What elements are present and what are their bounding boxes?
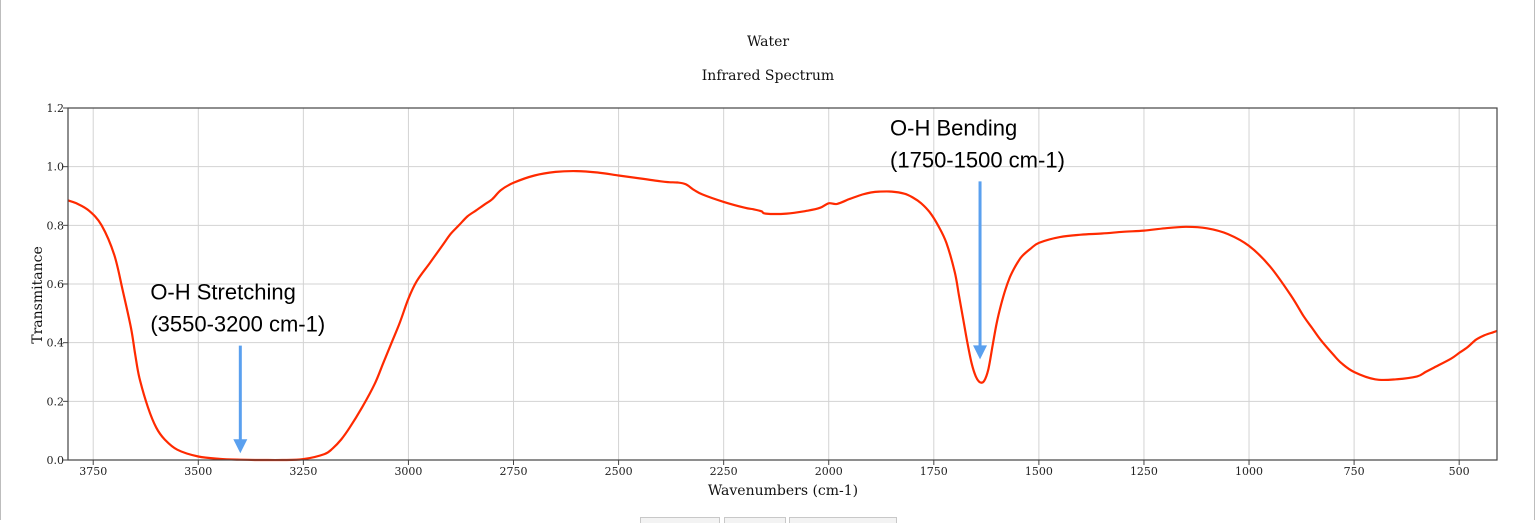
x-tick-label: 2000: [815, 465, 843, 478]
y-tick-label: 0.0: [47, 454, 65, 467]
x-tick-label: 3000: [394, 465, 422, 478]
annotation-text: (3550-3200 cm-1): [150, 312, 325, 337]
annotation-arrow-head: [233, 439, 248, 454]
annotation-text: O-H Stretching: [150, 280, 296, 305]
annotation-text: O-H Bending: [890, 115, 1017, 140]
plot-border: [67, 107, 1498, 461]
x-tick-label: 750: [1344, 465, 1365, 478]
tab-stub-2[interactable]: [724, 517, 786, 523]
series-layer: [67, 169, 1498, 462]
x-axis-ticks: 3750 3500 3250 3000 2750 2500 2250 2000 1750 1500…: [79, 460, 1470, 478]
x-tick-label: 3250: [289, 465, 317, 478]
y-axis-label: Transmitance: [30, 246, 46, 343]
y-tick-label: 0.6: [47, 278, 65, 291]
annotation-text: (1750-1500 cm-1): [890, 147, 1065, 172]
y-tick-label: 1.0: [47, 161, 65, 174]
x-tick-label: 1250: [1130, 465, 1158, 478]
y-tick-label: 0.4: [47, 337, 65, 350]
x-tick-label: 1750: [920, 465, 948, 478]
x-tick-label: 3750: [79, 465, 107, 478]
annotation-arrow-head: [973, 345, 988, 360]
chart-subtitle: Infrared Spectrum: [702, 68, 834, 84]
tab-stub-1[interactable]: [640, 517, 720, 523]
transmittance-line: [67, 169, 1498, 462]
x-tick-label: 3500: [184, 465, 212, 478]
x-tick-label: 2750: [500, 465, 528, 478]
y-tick-label: 1.2: [47, 102, 65, 115]
y-tick-label: 0.2: [47, 395, 65, 408]
x-tick-label: 1000: [1235, 465, 1263, 478]
annotations: O-H Stretching (3550-3200 cm-1) O-H Bendin…: [150, 115, 1065, 454]
x-axis-label: Wavenumbers (cm-1): [708, 483, 858, 499]
x-tick-label: 500: [1449, 465, 1470, 478]
y-axis-ticks: 0.0 0.2 0.4 0.6 0.8 1.0 1.2: [47, 102, 68, 467]
x-tick-label: 2250: [710, 465, 738, 478]
chart-title: Water: [747, 34, 789, 50]
x-tick-label: 2500: [605, 465, 633, 478]
grid-lines: [68, 107, 1497, 461]
y-tick-label: 0.8: [47, 219, 65, 232]
x-tick-label: 1500: [1025, 465, 1053, 478]
tab-stub-3[interactable]: [789, 517, 897, 523]
